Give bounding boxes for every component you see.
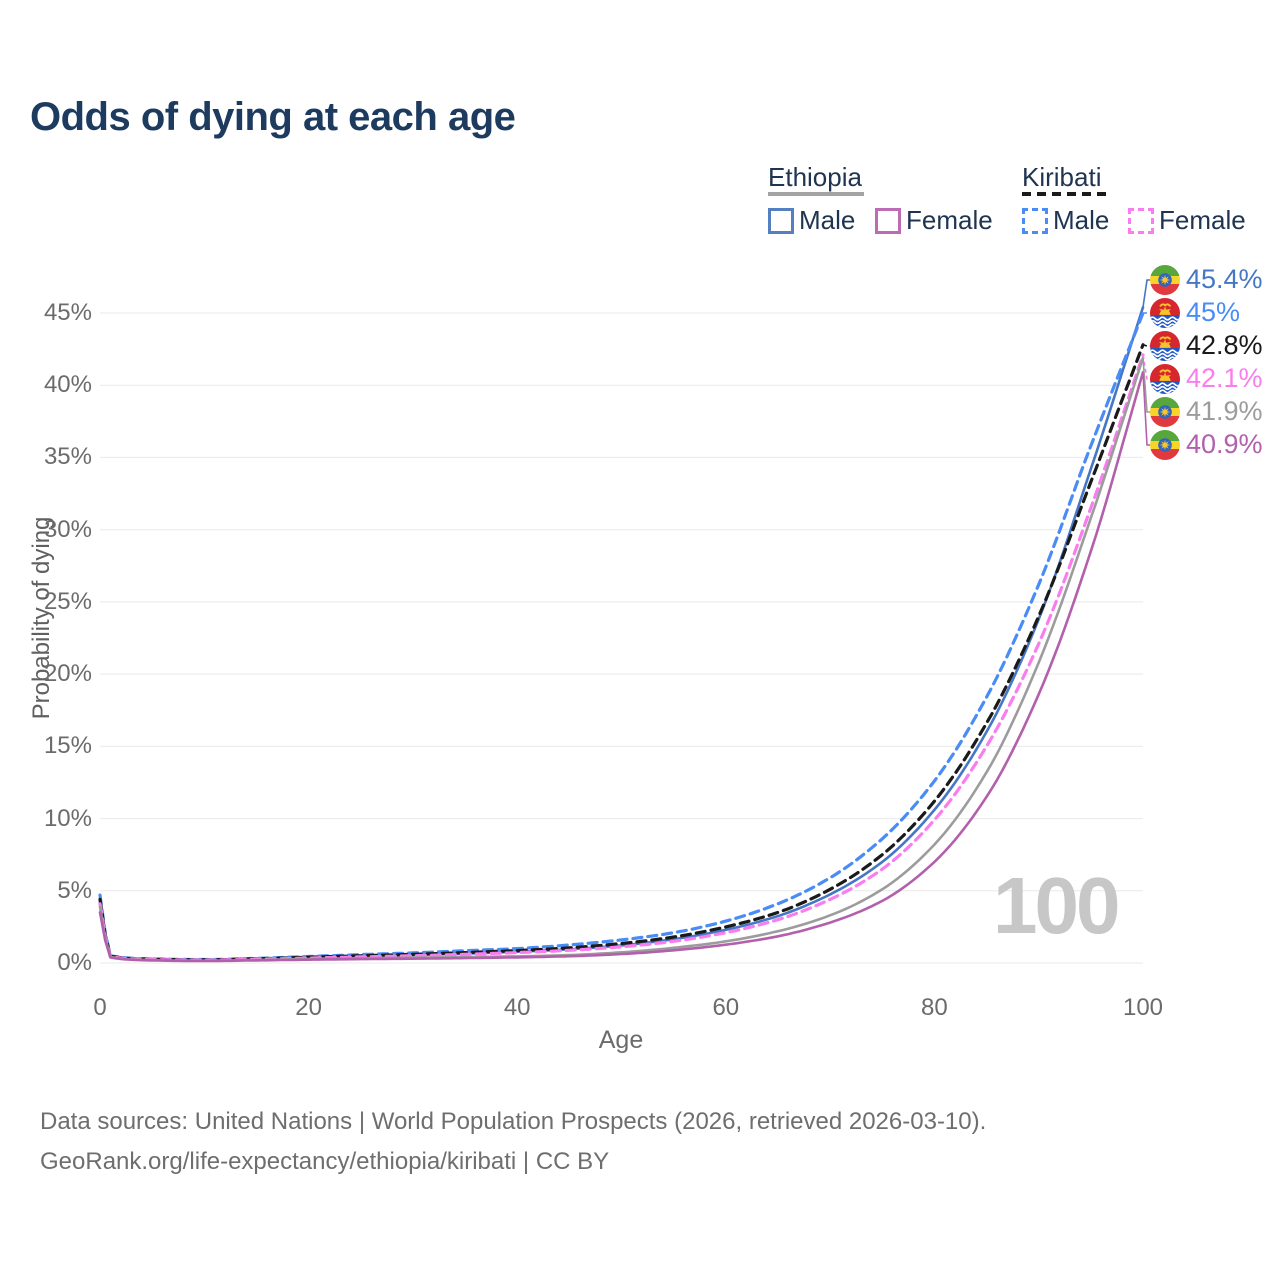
age-watermark: 100	[993, 861, 1120, 950]
y-tick-label: 25%	[43, 587, 92, 615]
legend-underline-ethiopia	[768, 192, 864, 196]
attribution-line: GeoRank.org/life-expectancy/ethiopia/kir…	[40, 1148, 610, 1175]
x-tick-label: 100	[1122, 994, 1164, 1021]
x-tick-label: 60	[712, 994, 740, 1021]
legend-swatch-kiribati-female	[1128, 207, 1154, 234]
end-value-label: 45.4%	[1186, 264, 1263, 294]
data-source-line: Data sources: United Nations | World Pop…	[40, 1108, 987, 1135]
label-leader-line	[1142, 344, 1151, 347]
ethiopia-flag-icon	[1150, 430, 1180, 460]
series-line-kiribati-male[interactable]	[98, 311, 1145, 962]
y-tick-label: 40%	[43, 371, 92, 399]
x-tick-label: 80	[921, 994, 948, 1021]
y-tick-label: 35%	[43, 443, 92, 471]
y-tick-label: 0%	[57, 949, 92, 976]
label-leader-line	[1142, 357, 1151, 413]
series-line-kiribati-female[interactable]	[98, 353, 1145, 962]
series-line-ethiopia-female[interactable]	[98, 370, 1145, 963]
y-tick-label: 15%	[43, 732, 92, 760]
x-tick-label: 0	[93, 994, 107, 1021]
x-tick-label: 20	[295, 994, 322, 1021]
series-line-ethiopia-male[interactable]	[98, 305, 1145, 962]
kiribati-flag-icon	[1150, 298, 1180, 328]
legend-swatch-kiribati-male	[1022, 207, 1048, 234]
series-line-ethiopia[interactable]	[98, 356, 1145, 962]
y-tick-label: 30%	[43, 515, 92, 543]
legend-swatch-ethiopia-male	[768, 207, 794, 234]
page-title: Odds of dying at each age	[30, 95, 516, 139]
legend-underline-kiribati	[1022, 192, 1108, 196]
legend-country-kiribati: Kiribati	[1022, 162, 1102, 192]
legend-label: Male	[1053, 205, 1110, 235]
legend-label: Female	[906, 205, 993, 235]
legend-item-ethiopia-female[interactable]: Female	[875, 205, 993, 236]
ethiopia-flag-icon	[1150, 397, 1180, 427]
y-tick-label: 20%	[43, 660, 92, 688]
legend-label: Male	[799, 205, 856, 235]
y-tick-label: 10%	[43, 804, 92, 832]
end-value-label: 40.9%	[1186, 429, 1263, 459]
legend-item-kiribati-female[interactable]: Female	[1128, 205, 1246, 236]
x-tick-label: 40	[503, 994, 531, 1021]
series-line-kiribati[interactable]	[98, 343, 1145, 962]
y-tick-label: 5%	[57, 876, 92, 904]
x-axis-title: Age	[598, 1026, 644, 1054]
legend-swatch-ethiopia-female	[875, 207, 901, 234]
end-value-label: 45%	[1186, 297, 1241, 327]
end-value-label: 41.9%	[1186, 396, 1263, 426]
kiribati-flag-icon	[1150, 364, 1180, 394]
end-value-label: 42.1%	[1186, 363, 1263, 393]
legend-item-ethiopia-male[interactable]: Male	[768, 205, 855, 236]
y-tick-label: 45%	[43, 299, 92, 326]
end-value-label: 42.8%	[1186, 330, 1263, 360]
ethiopia-flag-icon	[1150, 265, 1180, 295]
legend-label: Female	[1159, 205, 1246, 235]
legend-item-kiribati-male[interactable]: Male	[1022, 205, 1109, 236]
label-leader-line	[1142, 372, 1151, 446]
kiribati-flag-icon	[1150, 331, 1180, 361]
legend-country-ethiopia: Ethiopia	[768, 162, 862, 192]
label-leader-line	[1142, 354, 1151, 380]
label-leader-line	[1142, 279, 1151, 308]
